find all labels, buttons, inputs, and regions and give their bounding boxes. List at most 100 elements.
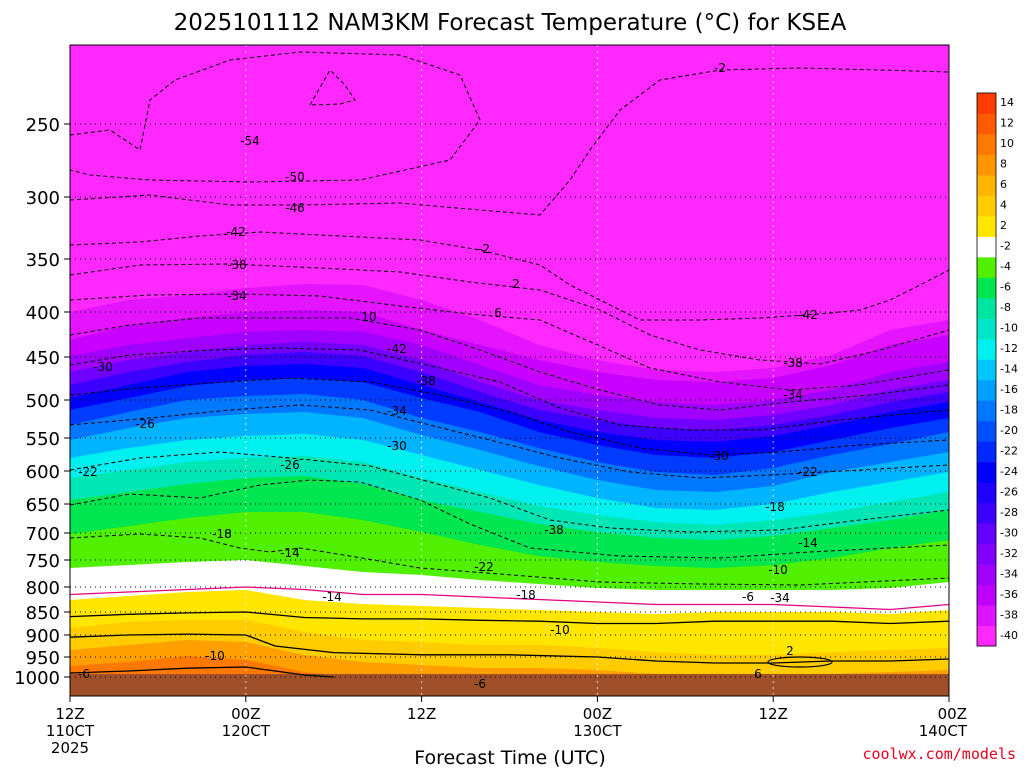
colorbar-label-10: -20 (1000, 424, 1018, 437)
colorbar-swatch-21 (977, 195, 996, 217)
y-axis: 2503003504004505005506006507007508008509… (14, 115, 70, 689)
xtick-label-0-0: 12Z (55, 705, 84, 723)
xtick-label-0-1: 110CT (46, 722, 95, 740)
xtick-label-36-0: 00Z (583, 705, 612, 723)
colorbar-label-24: 10 (1000, 137, 1014, 150)
xtick-label-12-1: 120CT (222, 722, 271, 740)
contour-label-0: -54 (240, 134, 260, 148)
xtick-label-24-0: 12Z (407, 705, 436, 723)
contour-series-0 (70, 586, 949, 611)
chart-title: 2025101112 NAM3KM Forecast Temperature (… (174, 10, 847, 36)
xtick-label-36-1: 130CT (573, 722, 622, 740)
xtick-label-48-0: 12Z (759, 705, 788, 723)
colorbar-label-2: -36 (1000, 588, 1018, 601)
contour-label-29: -38 (783, 356, 803, 370)
grid-lines (70, 45, 949, 696)
credit-link[interactable]: coolwx.com/models (862, 745, 1016, 763)
contour-label-38: 6 (754, 667, 762, 681)
contour-label-27: -2 (714, 61, 726, 75)
ytick-label-350: 350 (26, 250, 60, 271)
ytick-label-300: 300 (26, 188, 60, 209)
colorbar-swatch-11 (977, 400, 996, 422)
contour-label-16: 10 (361, 310, 376, 324)
colorbar-swatch-25 (977, 113, 996, 135)
contour-label-34: -14 (798, 536, 818, 550)
colorbar-swatch-5 (977, 523, 996, 545)
dashed-contour-0 (70, 51, 481, 183)
dashed-contour-10 (70, 479, 949, 559)
dashed-contour-2 (70, 231, 949, 321)
colorbar-label-6: -28 (1000, 506, 1018, 519)
colorbar-label-20: 2 (1000, 219, 1007, 232)
colorbar-label-3: -34 (1000, 567, 1018, 580)
contour-label-20: -30 (387, 439, 407, 453)
colorbar-swatch-0 (977, 625, 996, 647)
ytick-label-400: 400 (26, 303, 60, 324)
colorbar-swatch-23 (977, 154, 996, 176)
plot-frame (69, 44, 950, 697)
contour-labels: -54-50-46-42-38-34-30-26-22-18-14-10-6-2… (78, 61, 818, 691)
contour-label-39: -38 (544, 523, 564, 537)
colorbar-swatch-12 (977, 379, 996, 401)
colorbar-label-11: -18 (1000, 403, 1018, 416)
ytick-label-600: 600 (26, 462, 60, 483)
contour-label-11: -10 (205, 649, 225, 663)
temperature-bands (70, 45, 949, 696)
colorbar-swatch-24 (977, 133, 996, 155)
colorbar-label-14: -12 (1000, 342, 1018, 355)
contour-label-30: -34 (783, 388, 803, 402)
contour-series-2 (70, 633, 949, 664)
contour-label-18: -38 (416, 374, 436, 388)
dashed-contour-6 (70, 347, 949, 431)
contour-label-17: -42 (387, 342, 407, 356)
contour-label-35: -10 (768, 563, 788, 577)
colorbar-label-15: -10 (1000, 322, 1018, 335)
ytick-label-250: 250 (26, 115, 60, 136)
ytick-label-800: 800 (26, 578, 60, 599)
colorbar-swatch-17 (977, 277, 996, 299)
closed-contour-warm (767, 656, 833, 668)
plot-area: -54-50-46-42-38-34-30-26-22-18-14-10-6-2… (70, 45, 949, 696)
ytick-label-850: 850 (26, 603, 60, 624)
contour-label-33: -18 (765, 500, 785, 514)
contour-label-8: -22 (78, 465, 98, 479)
colorbar-swatch-19 (977, 236, 996, 258)
colorbar-label-26: 14 (1000, 96, 1014, 109)
contour-label-15: 6 (494, 306, 502, 320)
dashed-contour-8 (70, 404, 949, 479)
colorbar-swatch-6 (977, 502, 996, 524)
ytick-label-500: 500 (26, 391, 60, 412)
terrain-band (70, 674, 949, 696)
colorbar-swatch-18 (977, 256, 996, 278)
colorbar-swatch-8 (977, 461, 996, 483)
ytick-label-900: 900 (26, 626, 60, 647)
colorbar-swatch-3 (977, 564, 996, 586)
contour-label-25: -10 (550, 623, 570, 637)
colorbar-swatch-15 (977, 318, 996, 340)
contour-label-26: -6 (474, 677, 486, 691)
contour-label-23: -18 (516, 588, 536, 602)
colorbar-label-1: -38 (1000, 608, 1018, 621)
x-axis-label: Forecast Time (UTC) (414, 747, 605, 768)
ytick-label-700: 700 (26, 524, 60, 545)
colorbar-label-5: -30 (1000, 526, 1018, 539)
colorbar-swatch-26 (977, 93, 996, 114)
colorbar-swatch-7 (977, 482, 996, 504)
contour-label-21: -26 (280, 458, 300, 472)
xtick-label-0-2: 2025 (51, 739, 89, 757)
contour-label-31: -30 (709, 449, 729, 463)
colorbar-swatch-10 (977, 420, 996, 442)
contour-series-1 (70, 611, 949, 625)
contour-label-5: -34 (227, 289, 247, 303)
colorbar-swatch-14 (977, 338, 996, 360)
colorbar: -40-38-36-34-32-30-28-26-24-22-20-18-16-… (976, 92, 1018, 647)
xtick-label-60-0: 00Z (938, 705, 967, 723)
colorbar-label-8: -24 (1000, 465, 1018, 478)
contour-label-6: -30 (93, 360, 113, 374)
colorbar-label-21: 4 (1000, 199, 1007, 212)
ytick-label-450: 450 (26, 348, 60, 369)
colorbar-swatch-20 (977, 215, 996, 237)
contour-series-3 (70, 666, 334, 678)
